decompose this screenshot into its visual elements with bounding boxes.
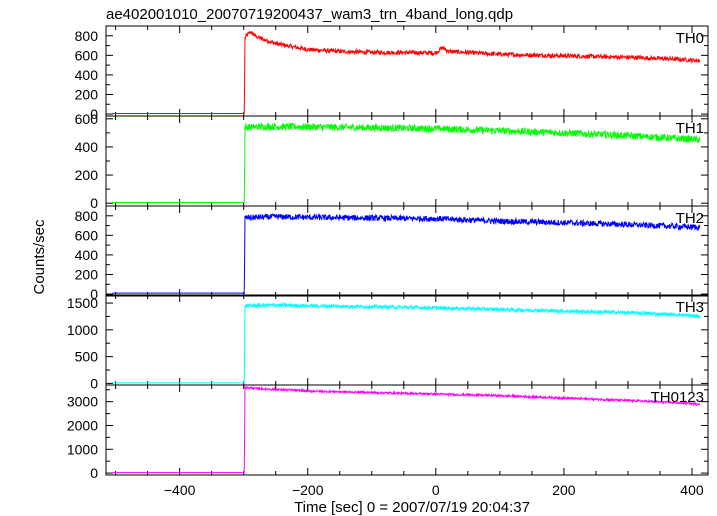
panel-th2: 0 200 400 600 800 TH2 xyxy=(75,205,709,302)
y-tick-label: 600 xyxy=(75,47,99,63)
y-tick-label: 400 xyxy=(75,139,99,155)
series-line-th1 xyxy=(112,122,701,203)
series-line-th3 xyxy=(112,302,701,384)
y-tick-label: 0 xyxy=(90,106,98,122)
series-line-th0 xyxy=(112,31,701,115)
panel-th3: 0 500 1000 1500 TH3 xyxy=(67,294,709,391)
x-tick-label: 200 xyxy=(552,482,576,498)
x-axis-label: Time [sec] 0 = 2007/07/19 20:04:37 xyxy=(294,499,530,516)
x-tick-label: −400 xyxy=(164,482,196,498)
y-tick-label: 0 xyxy=(90,286,98,302)
y-tick-label: 200 xyxy=(75,167,99,183)
y-tick-label: 1000 xyxy=(67,322,98,338)
panel-th1: 0 200 400 600 TH1 xyxy=(75,111,709,211)
y-tick-label: 1000 xyxy=(67,441,98,457)
x-tick-label: 0 xyxy=(432,482,440,498)
y-tick-label: 2000 xyxy=(67,417,98,433)
y-tick-label: 800 xyxy=(75,28,99,44)
panel-frame xyxy=(105,25,709,117)
panel-label: TH2 xyxy=(676,210,704,227)
panel-label: TH1 xyxy=(676,120,704,137)
x-tick-label: −200 xyxy=(292,482,324,498)
y-tick-label: 3000 xyxy=(67,394,98,410)
panel-frame xyxy=(105,205,709,297)
x-tick-label: 400 xyxy=(680,482,704,498)
panel-th0: 0 200 400 600 800 TH0 xyxy=(75,25,709,122)
y-tick-label: 200 xyxy=(75,86,99,102)
y-tick-label: 500 xyxy=(75,349,99,365)
panel-label: TH0 xyxy=(676,30,704,47)
series-line-th2 xyxy=(112,212,701,294)
y-tick-label: 200 xyxy=(75,266,99,282)
panel-th0123: 0 1000 2000 3000 TH0123 −400 −200 0 200 400 xyxy=(67,384,709,498)
panels-layer: 0 200 400 600 800 TH0 0 200 400 600 TH1 0 200 400 600 8… xyxy=(67,25,709,498)
y-tick-label: 1500 xyxy=(67,295,98,311)
y-tick-label: 600 xyxy=(75,227,99,243)
panel-label: TH0123 xyxy=(651,389,704,406)
y-tick-label: 800 xyxy=(75,208,99,224)
y-tick-label: 400 xyxy=(75,67,99,83)
y-tick-label: 600 xyxy=(75,111,99,127)
series-line-th0123 xyxy=(112,385,701,474)
panel-frame xyxy=(105,384,709,476)
y-axis-label: Counts/sec xyxy=(31,219,48,295)
y-tick-label: 0 xyxy=(90,465,98,481)
chart-title: ae402001010_20070719200437_wam3_trn_4ban… xyxy=(106,6,513,23)
y-tick-label: 0 xyxy=(90,195,98,211)
panel-frame xyxy=(105,115,709,207)
y-tick-label: 400 xyxy=(75,247,99,263)
panel-label: TH3 xyxy=(676,299,704,316)
y-tick-label: 0 xyxy=(90,375,98,391)
